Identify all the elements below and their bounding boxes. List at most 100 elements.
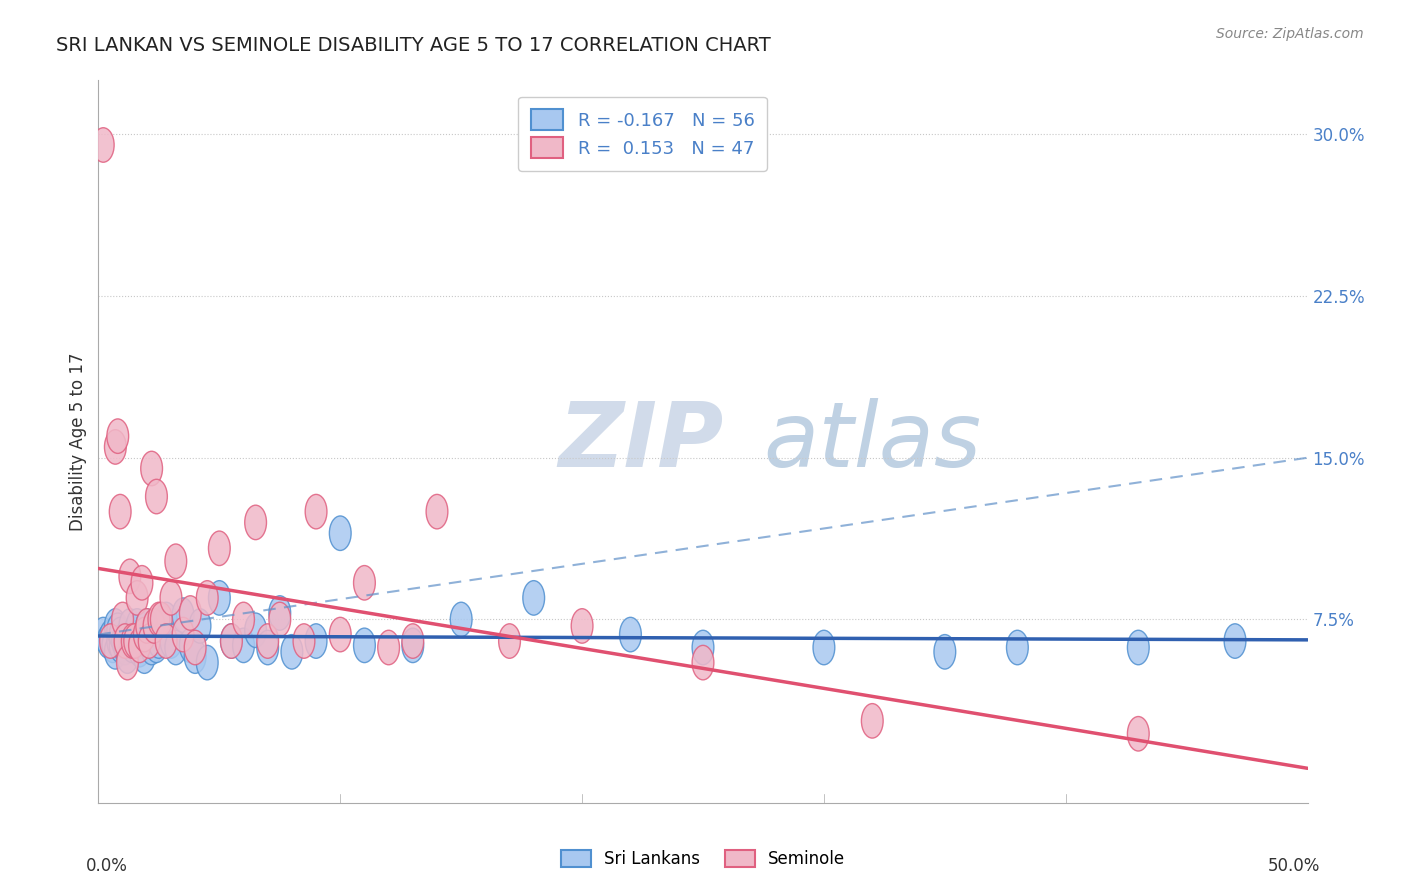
- Ellipse shape: [127, 608, 148, 643]
- Ellipse shape: [146, 479, 167, 514]
- Ellipse shape: [143, 608, 165, 643]
- Ellipse shape: [141, 451, 163, 486]
- Ellipse shape: [104, 430, 127, 464]
- Text: ZIP: ZIP: [558, 398, 723, 485]
- Ellipse shape: [117, 645, 138, 680]
- Ellipse shape: [160, 624, 181, 658]
- Ellipse shape: [155, 624, 177, 658]
- Ellipse shape: [121, 628, 143, 663]
- Ellipse shape: [197, 581, 218, 615]
- Ellipse shape: [111, 624, 134, 658]
- Ellipse shape: [97, 624, 120, 658]
- Ellipse shape: [221, 624, 242, 658]
- Ellipse shape: [692, 631, 714, 665]
- Ellipse shape: [107, 419, 129, 453]
- Ellipse shape: [114, 631, 136, 665]
- Ellipse shape: [620, 617, 641, 652]
- Ellipse shape: [172, 617, 194, 652]
- Ellipse shape: [146, 628, 167, 663]
- Ellipse shape: [353, 628, 375, 663]
- Ellipse shape: [813, 631, 835, 665]
- Ellipse shape: [450, 602, 472, 637]
- Ellipse shape: [100, 624, 121, 658]
- Ellipse shape: [136, 608, 157, 643]
- Ellipse shape: [103, 628, 124, 663]
- Ellipse shape: [523, 581, 544, 615]
- Ellipse shape: [257, 624, 278, 658]
- Ellipse shape: [150, 611, 172, 645]
- Ellipse shape: [292, 624, 315, 658]
- Ellipse shape: [138, 624, 160, 658]
- Ellipse shape: [107, 624, 129, 658]
- Ellipse shape: [692, 645, 714, 680]
- Ellipse shape: [148, 602, 170, 637]
- Ellipse shape: [190, 608, 211, 643]
- Ellipse shape: [131, 566, 153, 600]
- Ellipse shape: [269, 602, 291, 637]
- Ellipse shape: [426, 494, 449, 529]
- Ellipse shape: [184, 631, 207, 665]
- Ellipse shape: [155, 602, 177, 637]
- Ellipse shape: [136, 608, 157, 643]
- Ellipse shape: [124, 615, 146, 649]
- Ellipse shape: [148, 624, 170, 658]
- Ellipse shape: [402, 628, 423, 663]
- Ellipse shape: [104, 634, 127, 669]
- Ellipse shape: [93, 617, 114, 652]
- Y-axis label: Disability Age 5 to 17: Disability Age 5 to 17: [69, 352, 87, 531]
- Ellipse shape: [1225, 624, 1246, 658]
- Ellipse shape: [127, 581, 148, 615]
- Ellipse shape: [232, 602, 254, 637]
- Ellipse shape: [160, 581, 181, 615]
- Ellipse shape: [117, 639, 138, 673]
- Ellipse shape: [281, 634, 302, 669]
- Ellipse shape: [208, 581, 231, 615]
- Ellipse shape: [141, 631, 163, 665]
- Ellipse shape: [172, 598, 194, 632]
- Ellipse shape: [110, 628, 131, 663]
- Ellipse shape: [120, 608, 141, 643]
- Ellipse shape: [131, 624, 153, 658]
- Ellipse shape: [305, 494, 328, 529]
- Ellipse shape: [378, 631, 399, 665]
- Ellipse shape: [353, 566, 375, 600]
- Ellipse shape: [134, 617, 155, 652]
- Ellipse shape: [329, 617, 352, 652]
- Ellipse shape: [129, 632, 150, 667]
- Ellipse shape: [110, 617, 131, 652]
- Legend: Sri Lankans, Seminole: Sri Lankans, Seminole: [554, 843, 852, 875]
- Ellipse shape: [257, 631, 278, 665]
- Ellipse shape: [110, 494, 131, 529]
- Text: Source: ZipAtlas.com: Source: ZipAtlas.com: [1216, 27, 1364, 41]
- Ellipse shape: [269, 596, 291, 631]
- Ellipse shape: [138, 617, 160, 652]
- Ellipse shape: [124, 624, 146, 658]
- Ellipse shape: [143, 619, 165, 654]
- Ellipse shape: [1007, 631, 1028, 665]
- Ellipse shape: [129, 628, 150, 663]
- Ellipse shape: [862, 704, 883, 738]
- Ellipse shape: [165, 631, 187, 665]
- Ellipse shape: [150, 602, 172, 637]
- Ellipse shape: [232, 628, 254, 663]
- Ellipse shape: [934, 634, 956, 669]
- Text: SRI LANKAN VS SEMINOLE DISABILITY AGE 5 TO 17 CORRELATION CHART: SRI LANKAN VS SEMINOLE DISABILITY AGE 5 …: [56, 36, 770, 54]
- Ellipse shape: [104, 608, 127, 643]
- Ellipse shape: [134, 639, 155, 673]
- Ellipse shape: [120, 624, 141, 658]
- Ellipse shape: [245, 613, 267, 648]
- Ellipse shape: [120, 559, 141, 593]
- Ellipse shape: [180, 596, 201, 631]
- Ellipse shape: [114, 624, 136, 658]
- Text: 0.0%: 0.0%: [86, 857, 128, 875]
- Ellipse shape: [165, 544, 187, 579]
- Ellipse shape: [100, 619, 121, 654]
- Text: atlas: atlas: [763, 398, 981, 485]
- Ellipse shape: [1128, 716, 1149, 751]
- Ellipse shape: [111, 602, 134, 637]
- Text: 50.0%: 50.0%: [1267, 857, 1320, 875]
- Ellipse shape: [221, 624, 242, 658]
- Ellipse shape: [305, 624, 328, 658]
- Ellipse shape: [402, 624, 423, 658]
- Ellipse shape: [121, 624, 143, 658]
